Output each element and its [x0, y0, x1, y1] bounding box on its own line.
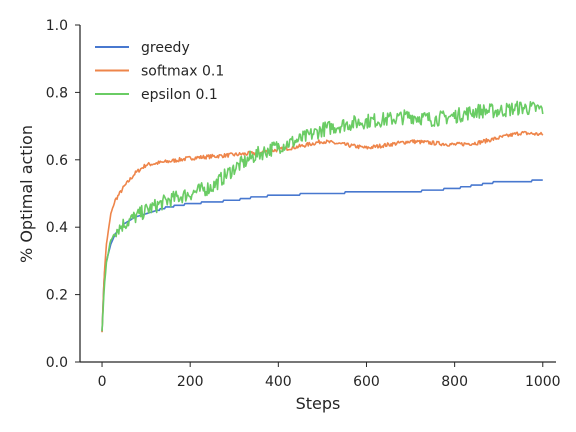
y-axis-label: % Optimal action: [17, 125, 36, 263]
y-tick-label: 0.2: [46, 288, 68, 304]
x-tick-label: 0: [98, 374, 107, 390]
y-ticks: 0.0 0.2 0.4 0.6 0.8 1.0: [46, 18, 80, 371]
x-tick-label: 200: [177, 374, 204, 390]
series-line-epsilon-0-1: [101, 100, 544, 332]
x-tick-label: 800: [441, 374, 468, 390]
x-ticks: 0 200 400 600 800 1000: [98, 362, 561, 390]
legend-label: softmax 0.1: [141, 64, 224, 80]
x-tick-label: 400: [265, 374, 292, 390]
y-tick-label: 0.4: [46, 220, 68, 236]
y-tick-label: 0.6: [46, 153, 68, 169]
x-tick-label: 600: [353, 374, 380, 390]
series-line-softmax-0-1: [101, 130, 544, 333]
series-layer: [101, 100, 544, 333]
y-tick-label: 0.8: [46, 85, 68, 101]
legend-label: greedy: [141, 40, 190, 56]
series-line-greedy: [101, 179, 543, 332]
x-tick-label: 1000: [525, 374, 561, 390]
legend: greedy softmax 0.1 epsilon 0.1: [95, 40, 224, 103]
y-tick-label: 0.0: [46, 355, 68, 371]
legend-label: epsilon 0.1: [141, 87, 218, 103]
x-axis-label: Steps: [296, 394, 341, 413]
y-tick-label: 1.0: [46, 18, 68, 34]
